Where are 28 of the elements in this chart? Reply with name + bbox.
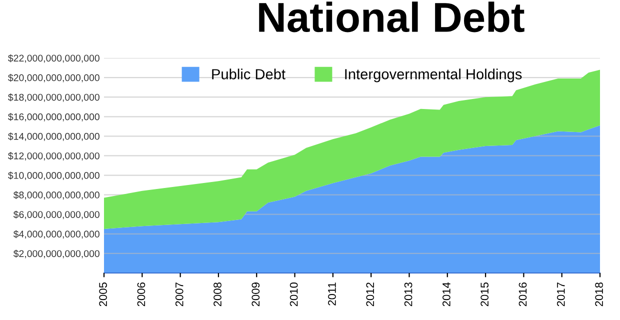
y-tick-label: $12,000,000,000,000	[8, 152, 100, 160]
x-tick-label: 2008	[214, 282, 222, 306]
x-tick-label: 2013	[404, 282, 412, 306]
x-tick-label: 2011	[328, 282, 336, 306]
y-tick-label: $14,000,000,000,000	[8, 132, 100, 141]
x-tick-label: 2009	[252, 282, 260, 306]
chart-title: National Debt	[259, 2, 524, 32]
y-tick-label: $2,000,000,000,000	[13, 250, 100, 258]
y-tick-label: $20,000,000,000,000	[8, 74, 100, 82]
y-tick-label: $22,000,000,000,000	[8, 54, 100, 63]
y-tick-label: $16,000,000,000,000	[8, 112, 100, 122]
y-tick-label: $10,000,000,000,000	[8, 172, 100, 180]
x-tick-label: 2016	[518, 282, 527, 306]
x-tick-label: 2007	[175, 282, 184, 306]
y-tick-label: $18,000,000,000,000	[8, 93, 100, 102]
x-tick-label: 2006	[137, 282, 146, 306]
x-tick-label: 2018	[595, 282, 603, 306]
y-tick-label: $8,000,000,000,000	[13, 191, 100, 200]
x-tick-label: 2017	[556, 282, 565, 306]
y-tick-label: $6,000,000,000,000	[13, 210, 100, 220]
x-tick-label: 2012	[366, 282, 374, 306]
x-tick-label: 2015	[480, 282, 489, 306]
x-tick-label: 2014	[442, 282, 450, 306]
x-tick-label: 2005	[99, 282, 107, 306]
legend-label: Public Debt	[212, 68, 286, 80]
x-tick-label: 2010	[290, 282, 298, 306]
legend-label: Intergovernmental Holdings	[345, 68, 522, 82]
y-tick-label: $4,000,000,000,000	[13, 230, 100, 239]
